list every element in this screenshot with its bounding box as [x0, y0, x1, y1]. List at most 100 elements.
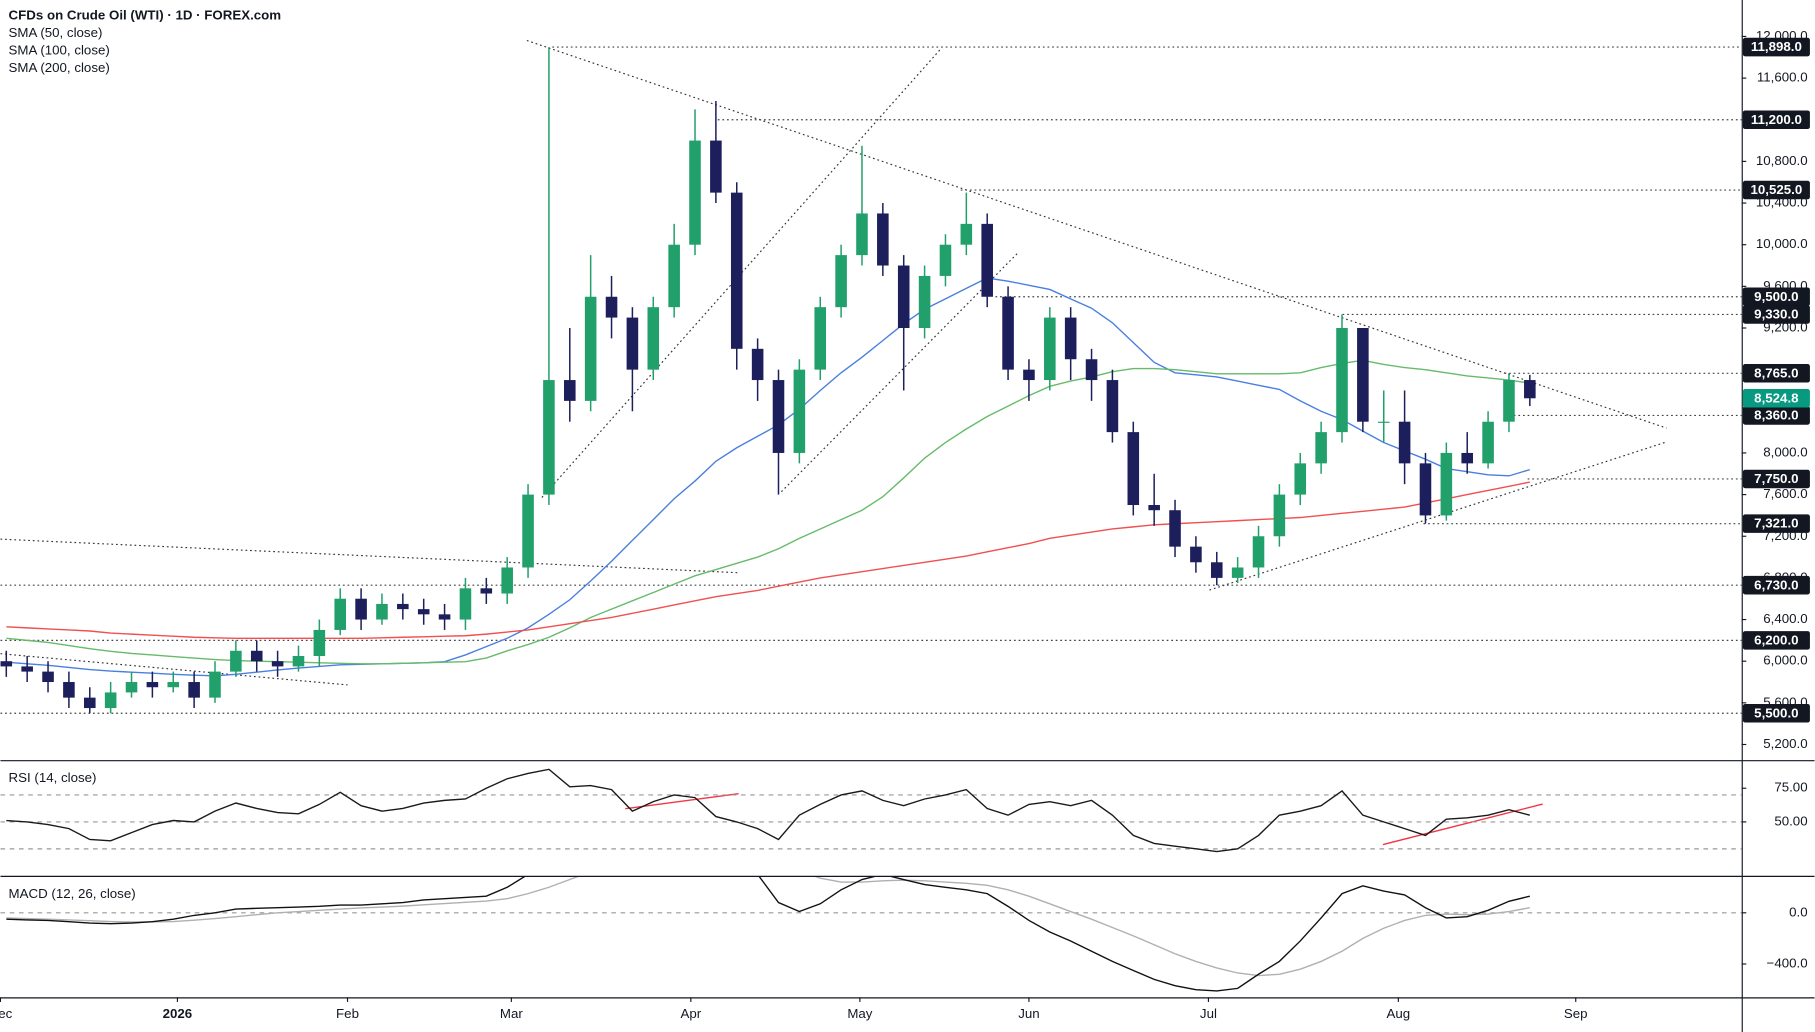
trendline: [780, 251, 1019, 493]
y-tick-label: 11,600.0: [1757, 70, 1808, 85]
y-tick-label: 8,000.0: [1763, 444, 1807, 459]
level-label: 6,200.0: [1754, 632, 1798, 647]
level-box: [1742, 305, 1810, 324]
candle-body: [1440, 452, 1453, 516]
candle-body: [480, 588, 493, 594]
level-label: 7,321.0: [1754, 516, 1798, 531]
candle-body: [710, 140, 722, 193]
candle-body: [751, 348, 764, 381]
candle-body: [292, 655, 305, 667]
candle-body: [814, 307, 827, 370]
candle-body: [605, 296, 618, 318]
series-line: [6, 359, 1530, 665]
candle-body: [42, 671, 54, 683]
panel: [0, 876, 1742, 992]
candle-body: [1524, 380, 1536, 399]
y-tick-label: 10,800.0: [1756, 153, 1808, 168]
candle-body: [1044, 317, 1056, 381]
candle-body: [1461, 452, 1474, 464]
trendline: [526, 39, 1667, 429]
level-label: 8,360.0: [1754, 408, 1798, 423]
candle-body: [856, 213, 868, 256]
level-label: 10,525.0: [1750, 182, 1802, 197]
candle-body: [146, 682, 159, 688]
level-box: [1742, 514, 1810, 533]
panel-title: MACD (12, 26, close): [9, 886, 136, 901]
candle-body: [167, 682, 180, 688]
candle-body: [543, 380, 555, 495]
y-tick-label: 75.00: [1774, 780, 1807, 795]
candle-body: [355, 598, 367, 620]
candle-body: [1148, 505, 1160, 511]
y-tick-label: −400.0: [1767, 956, 1808, 971]
y-axis: 12,000.011,600.010,800.010,400.010,000.0…: [1741, 28, 1810, 751]
last-price-box: [1742, 389, 1810, 408]
candle-body: [772, 380, 785, 453]
level-label: 9,330.0: [1754, 307, 1798, 322]
x-tick-label: Dec: [0, 1006, 13, 1021]
candle-body: [1398, 421, 1411, 464]
candle-body: [63, 682, 75, 698]
level-box: [1742, 364, 1810, 383]
candle-body: [438, 614, 451, 620]
series-line: [6, 876, 1530, 992]
candle-body: [1169, 510, 1181, 547]
candle-body: [564, 380, 576, 401]
panel-title: RSI (14, close): [9, 770, 97, 785]
candle-body: [209, 671, 221, 698]
candle-body: [626, 317, 639, 370]
candle-body: [1023, 369, 1035, 381]
y-tick-label: 10,000.0: [1756, 236, 1808, 251]
candle-body: [730, 192, 743, 349]
candle-body: [1419, 463, 1432, 516]
candle-body: [104, 692, 117, 709]
level-box: [1742, 287, 1810, 307]
y-tick-label: 0.0: [1789, 904, 1808, 919]
series-line: [6, 768, 1530, 853]
candle-body: [334, 598, 347, 630]
level-label: 9,500.0: [1754, 289, 1798, 304]
candle-body: [960, 223, 973, 245]
level-label: 11,898.0: [1751, 39, 1802, 54]
trendline: [1209, 441, 1667, 591]
series-line: [6, 876, 1530, 977]
candle-body: [1357, 327, 1369, 422]
level-label: 5,500.0: [1754, 705, 1798, 720]
candle-body: [1231, 567, 1244, 578]
y-axis: 0.0 −400.0: [1741, 904, 1808, 971]
candle-body: [1503, 380, 1515, 422]
y-axis: 75.00 50.00: [1741, 780, 1808, 828]
candle-body: [0, 661, 13, 667]
level-box: [1742, 469, 1810, 489]
x-tick-label: May: [847, 1006, 872, 1021]
legend-entry: SMA (100, close): [9, 42, 110, 57]
candle-body: [1127, 432, 1140, 506]
candle-body: [1002, 296, 1014, 370]
panel: [0, 768, 1742, 853]
x-tick-label: Apr: [680, 1006, 701, 1021]
candle-body: [1315, 432, 1327, 464]
candle-body: [1085, 359, 1098, 381]
y-tick-label: 6,400.0: [1763, 611, 1807, 626]
x-tick-label: Mar: [500, 1006, 523, 1021]
candle-body: [1252, 536, 1265, 568]
candle-body: [230, 650, 242, 672]
candle-body: [1294, 463, 1307, 495]
candle-body: [981, 223, 993, 297]
legend-entry: SMA (50, close): [9, 25, 103, 40]
candle-body: [1210, 562, 1223, 578]
trendline: [1382, 803, 1543, 846]
candle-body: [417, 609, 430, 615]
legend-entry: SMA (200, close): [9, 60, 110, 75]
x-tick-label: Sep: [1564, 1006, 1588, 1021]
candle-body: [313, 629, 326, 656]
candle-body: [647, 307, 660, 370]
candle-body: [835, 255, 847, 308]
level-box: [1742, 37, 1810, 57]
candle-body: [459, 588, 472, 620]
candle-body: [668, 244, 680, 308]
x-tick-label: Feb: [336, 1006, 359, 1021]
